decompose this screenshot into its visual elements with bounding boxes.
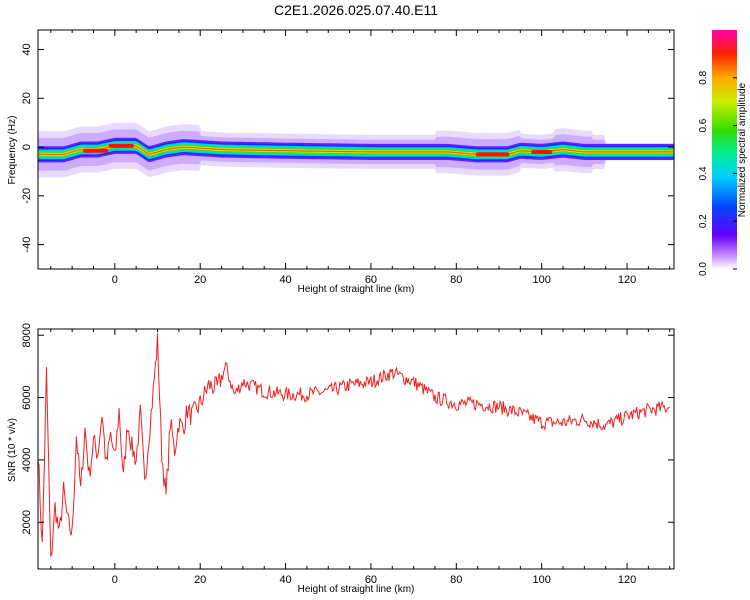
spectrogram-y-tick-label: -40	[21, 237, 33, 253]
spectrogram-y-label: Frequency (Hz)	[7, 116, 18, 185]
spectrogram-x-tick-label: 40	[279, 274, 291, 286]
snr-x-label: Height of straight line (km)	[298, 584, 415, 595]
spectrogram-y-tick-label: 40	[21, 43, 33, 55]
snr-y-label: SNR (10 * v/v)	[7, 418, 18, 482]
snr-series-line	[38, 333, 671, 558]
snr-x-tick-label: 80	[450, 574, 462, 586]
colorbar-tick-label: 0.2	[698, 214, 709, 228]
chart-title: C2E1.2026.025.07.40.E11	[274, 2, 438, 18]
spectrogram-x-tick-label: 0	[112, 274, 118, 286]
snr-y-tick-label: 4000	[21, 448, 33, 472]
spectrogram-x-label: Height of straight line (km)	[298, 284, 415, 295]
spectrogram-ridge-core	[38, 145, 674, 155]
spectrogram-y-tick-label: -20	[21, 188, 33, 204]
colorbar-tick-label: 0.0	[698, 262, 709, 276]
snr-x-tick-label: 60	[365, 574, 377, 586]
colorbar-tick-label: 0.4	[698, 166, 709, 180]
spectrogram-y-tick-label: 20	[21, 92, 33, 104]
spectrogram-panel: 0 20 40 60 80 100 120 -40 -20 0 20 40 Height of str…	[7, 29, 675, 295]
spectrogram-x-tick-label: 20	[194, 274, 206, 286]
snr-x-tick-label: 0	[112, 574, 118, 586]
snr-x-tick-label: 120	[618, 574, 636, 586]
colorbar-gradient	[712, 30, 737, 269]
colorbar-tick-label: 0.6	[698, 118, 709, 132]
spectrogram-frame	[37, 29, 675, 270]
spectrogram-x-tick-label: 120	[618, 274, 636, 286]
spectrogram-y-tick-label: 0	[21, 144, 33, 150]
spectrogram-x-tick-label: 60	[365, 274, 377, 286]
snr-x-tick-label: 40	[279, 574, 291, 586]
colorbar: 0.0 0.2 0.4 0.6 0.8 Normalized spectral ampl…	[698, 30, 748, 276]
spectrogram-x-tick-label: 80	[450, 274, 462, 286]
snr-frame	[37, 328, 675, 570]
snr-y-tick-label: 8000	[21, 323, 33, 347]
snr-x-tick-label: 20	[194, 574, 206, 586]
spectrogram-x-tick-label: 100	[532, 274, 550, 286]
snr-x-tick-label: 100	[532, 574, 550, 586]
snr-panel: 0 20 40 60 80 100 120 2000 4000 6000 8000 Height o…	[7, 323, 675, 595]
colorbar-label: Normalized spectral amplitude	[737, 82, 748, 217]
colorbar-tick-label: 0.8	[698, 70, 709, 84]
snr-y-tick-label: 6000	[21, 385, 33, 409]
snr-y-tick-label: 2000	[21, 510, 33, 534]
spectrogram-heatmap	[38, 122, 674, 178]
